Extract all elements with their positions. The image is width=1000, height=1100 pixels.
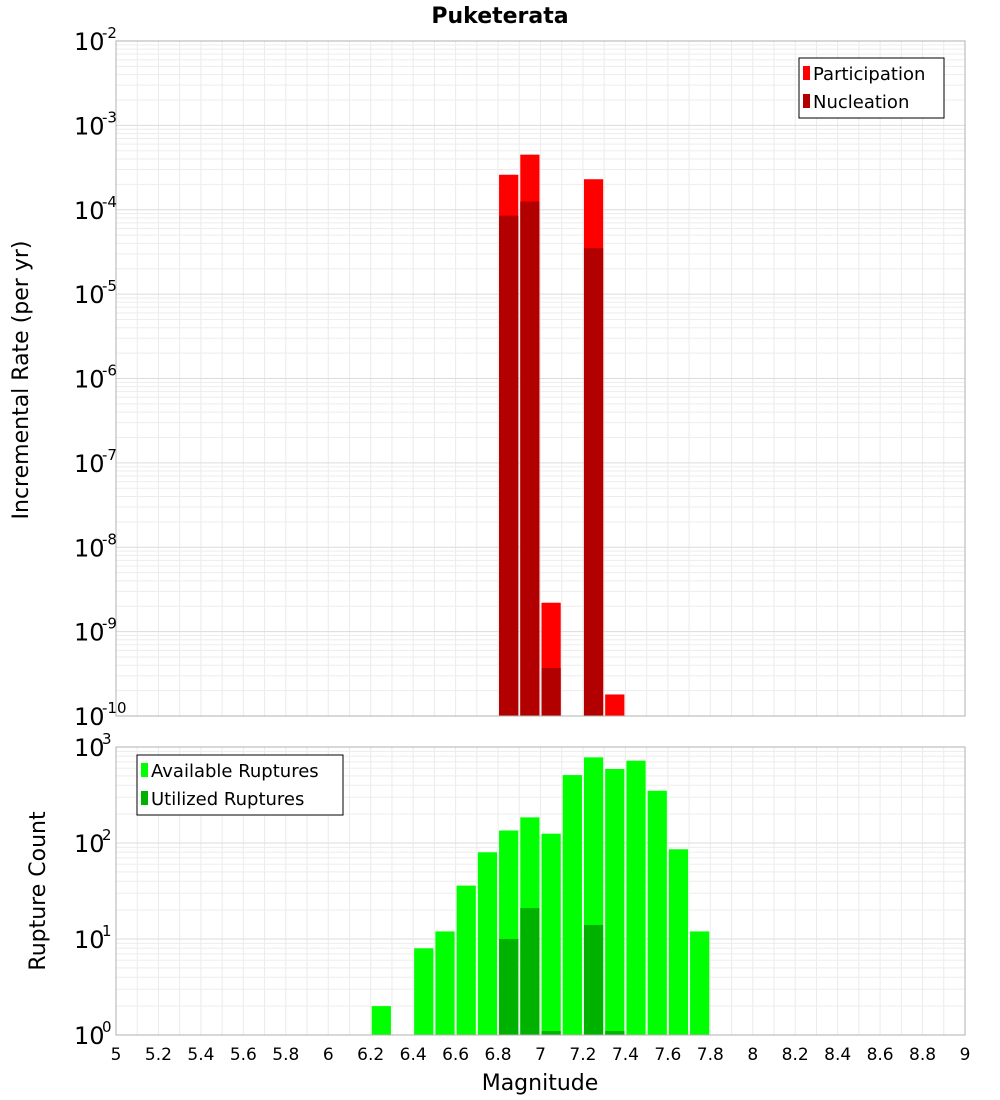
x-tick-label: 6.6: [442, 1045, 469, 1065]
bar: [499, 939, 519, 1035]
bar: [435, 931, 455, 1035]
x-tick-label: 9: [960, 1045, 971, 1065]
y-tick-exponent: -7: [102, 446, 117, 464]
bar: [647, 790, 667, 1035]
y-tick-exponent: 1: [102, 922, 112, 940]
bar: [583, 924, 604, 1035]
y-tick-exponent: 3: [102, 730, 112, 748]
y-tick-label: 10: [74, 926, 105, 954]
bar: [605, 1031, 625, 1035]
x-tick-label: 6: [323, 1045, 334, 1065]
y-tick-label: 10: [74, 830, 105, 858]
x-tick-label: 5.8: [272, 1045, 299, 1065]
y-tick-label: 10: [74, 619, 105, 647]
rate-panel: 10-1010-910-810-710-610-510-410-310-2Inc…: [9, 24, 966, 731]
bar: [456, 885, 476, 1035]
bar: [668, 849, 689, 1035]
bar: [477, 852, 498, 1035]
legend-item-label: Nucleation: [813, 92, 909, 113]
series-utilized-ruptures: [499, 908, 625, 1035]
legend-box: [798, 57, 945, 119]
bar: [605, 694, 625, 716]
bar: [414, 948, 434, 1035]
legend-item-label: Participation: [813, 64, 925, 85]
y-tick-exponent: -2: [102, 24, 117, 42]
legend-swatch: [803, 66, 810, 80]
y-tick-exponent: -4: [102, 193, 117, 211]
y-tick-exponent: 2: [102, 826, 112, 844]
bar: [520, 201, 540, 716]
y-axis-label: Rupture Count: [26, 811, 51, 971]
x-tick-label: 5.2: [145, 1045, 172, 1065]
x-tick-label: 7.6: [654, 1045, 681, 1065]
x-axis: 5 5.2 5.4 5.6 5.8 6 6.2 6.4 6.6 6.8 7 7.2 7.4 7.6 7.8 8…: [111, 1045, 971, 1065]
y-tick-exponent: 0: [102, 1018, 112, 1036]
y-tick-label: 10: [74, 703, 105, 731]
x-tick-label: 8.8: [909, 1045, 936, 1065]
series-available-ruptures: [371, 757, 710, 1035]
x-tick-label: 8.6: [867, 1045, 894, 1065]
y-tick-label: 10: [74, 1022, 105, 1050]
y-tick-label: 10: [74, 534, 105, 562]
bar: [499, 215, 519, 717]
x-tick-label: 7: [535, 1045, 546, 1065]
bar: [583, 248, 604, 717]
bar: [562, 775, 582, 1035]
legend-item-label: Utilized Ruptures: [151, 789, 304, 810]
y-tick-label: 10: [74, 366, 105, 394]
plot-frame: [115, 746, 966, 1036]
x-tick-label: 8.4: [824, 1045, 851, 1065]
bar: [541, 668, 561, 716]
x-tick-label: 5.6: [230, 1045, 257, 1065]
bar: [520, 908, 540, 1035]
x-tick-label: 7.4: [612, 1045, 639, 1065]
y-axis-label: Incremental Rate (per yr): [9, 241, 34, 520]
chart-title: Puketerata: [431, 4, 568, 29]
y-tick-label: 10: [74, 450, 105, 478]
x-tick-label: 5: [111, 1045, 122, 1065]
x-tick-label: 6.8: [485, 1045, 512, 1065]
legend: Available Ruptures Utilized Ruptures: [136, 754, 344, 816]
x-tick-label: 7.2: [569, 1045, 596, 1065]
y-tick-exponent: -3: [102, 108, 117, 126]
bar: [371, 1006, 391, 1035]
y-tick-label: 10: [74, 281, 105, 309]
bar: [541, 1031, 561, 1035]
legend-swatch: [141, 763, 148, 777]
y-tick-exponent: -8: [102, 530, 117, 548]
y-tick-exponent: -5: [102, 277, 117, 295]
y-tick-label: 10: [74, 734, 105, 762]
grid: [115, 41, 966, 717]
legend-box: [136, 754, 344, 816]
bar: [605, 768, 625, 1035]
x-tick-label: 8: [747, 1045, 758, 1065]
y-tick-label: 10: [74, 112, 105, 140]
y-tick-exponent: -10: [102, 699, 127, 717]
y-tick-exponent: -6: [102, 362, 117, 380]
series-nucleation: [499, 201, 604, 717]
x-tick-label: 5.4: [187, 1045, 214, 1065]
y-tick-label: 10: [74, 197, 105, 225]
legend-item-label: Available Ruptures: [151, 761, 319, 782]
x-axis-label: Magnitude: [482, 1071, 599, 1096]
plot-frame: [115, 40, 966, 717]
bar: [690, 931, 710, 1035]
x-tick-label: 6.4: [400, 1045, 427, 1065]
y-tick-exponent: -9: [102, 615, 117, 633]
bar: [541, 833, 561, 1035]
legend-swatch: [141, 791, 148, 805]
legend: Participation Nucleation: [798, 57, 945, 119]
legend-swatch: [803, 94, 810, 108]
x-tick-label: 6.2: [357, 1045, 384, 1065]
y-tick-label: 10: [74, 28, 105, 56]
x-tick-label: 7.8: [697, 1045, 724, 1065]
x-tick-label: 8.2: [782, 1045, 809, 1065]
bar: [626, 760, 646, 1035]
